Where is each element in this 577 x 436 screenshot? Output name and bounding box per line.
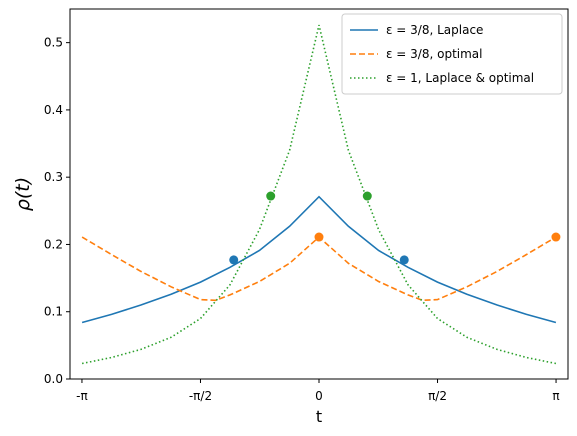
legend-box (341, 13, 563, 95)
legend-label-2: ε = 1, Laplace & optimal (386, 71, 534, 85)
series-marker-0 (399, 255, 409, 265)
series-line-1 (81, 236, 557, 302)
y-tick-label: 0.4 (44, 103, 63, 117)
y-tick-label: 0.2 (44, 237, 63, 251)
x-tick-label: -π/2 (189, 389, 212, 403)
x-tick-label: 0 (315, 389, 323, 403)
series-marker-2 (362, 191, 372, 201)
x-tick-label: π (552, 389, 559, 403)
x-tick-label: -π (76, 389, 88, 403)
plot-frame (69, 8, 569, 380)
x-axis-ticks: -π -π/2 0 π/2 π (76, 379, 560, 403)
series-marker-1 (551, 232, 561, 242)
y-tick-label: 0.5 (44, 36, 63, 50)
series-line-0 (81, 195, 557, 324)
y-tick-label: 0.1 (44, 305, 63, 319)
x-axis-label: t (316, 407, 322, 426)
series-marker-2 (266, 191, 276, 201)
plot-area (81, 24, 561, 365)
series-marker-0 (229, 255, 239, 265)
x-tick-label: π/2 (428, 389, 447, 403)
y-tick-label: 0.3 (44, 170, 63, 184)
series-marker-1 (314, 232, 324, 242)
legend-label-1: ε = 3/8, optimal (386, 47, 483, 61)
legend-label-0: ε = 3/8, Laplace (386, 23, 483, 37)
y-axis-ticks: 0.0 0.1 0.2 0.3 0.4 0.5 (44, 36, 70, 386)
y-tick-label: 0.0 (44, 372, 63, 386)
series-line-2 (81, 24, 557, 365)
legend: ε = 3/8, Laplace ε = 3/8, optimal ε = 1, L… (341, 13, 563, 95)
y-axis-label: ρ(t) (12, 177, 34, 211)
